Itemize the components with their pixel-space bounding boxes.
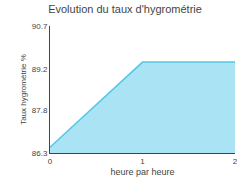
svg-text:86.3: 86.3 <box>32 149 48 158</box>
svg-text:1: 1 <box>140 157 145 166</box>
svg-text:2: 2 <box>233 157 238 166</box>
svg-text:87.8: 87.8 <box>32 106 48 115</box>
svg-text:0: 0 <box>48 157 53 166</box>
svg-text:heure par heure: heure par heure <box>110 167 174 177</box>
svg-text:90.7: 90.7 <box>32 22 48 31</box>
svg-text:Evolution du taux d'hygrométri: Evolution du taux d'hygrométrie <box>48 3 202 15</box>
svg-text:Taux hygrométrie %: Taux hygrométrie % <box>19 54 28 125</box>
svg-text:89.2: 89.2 <box>32 65 48 74</box>
